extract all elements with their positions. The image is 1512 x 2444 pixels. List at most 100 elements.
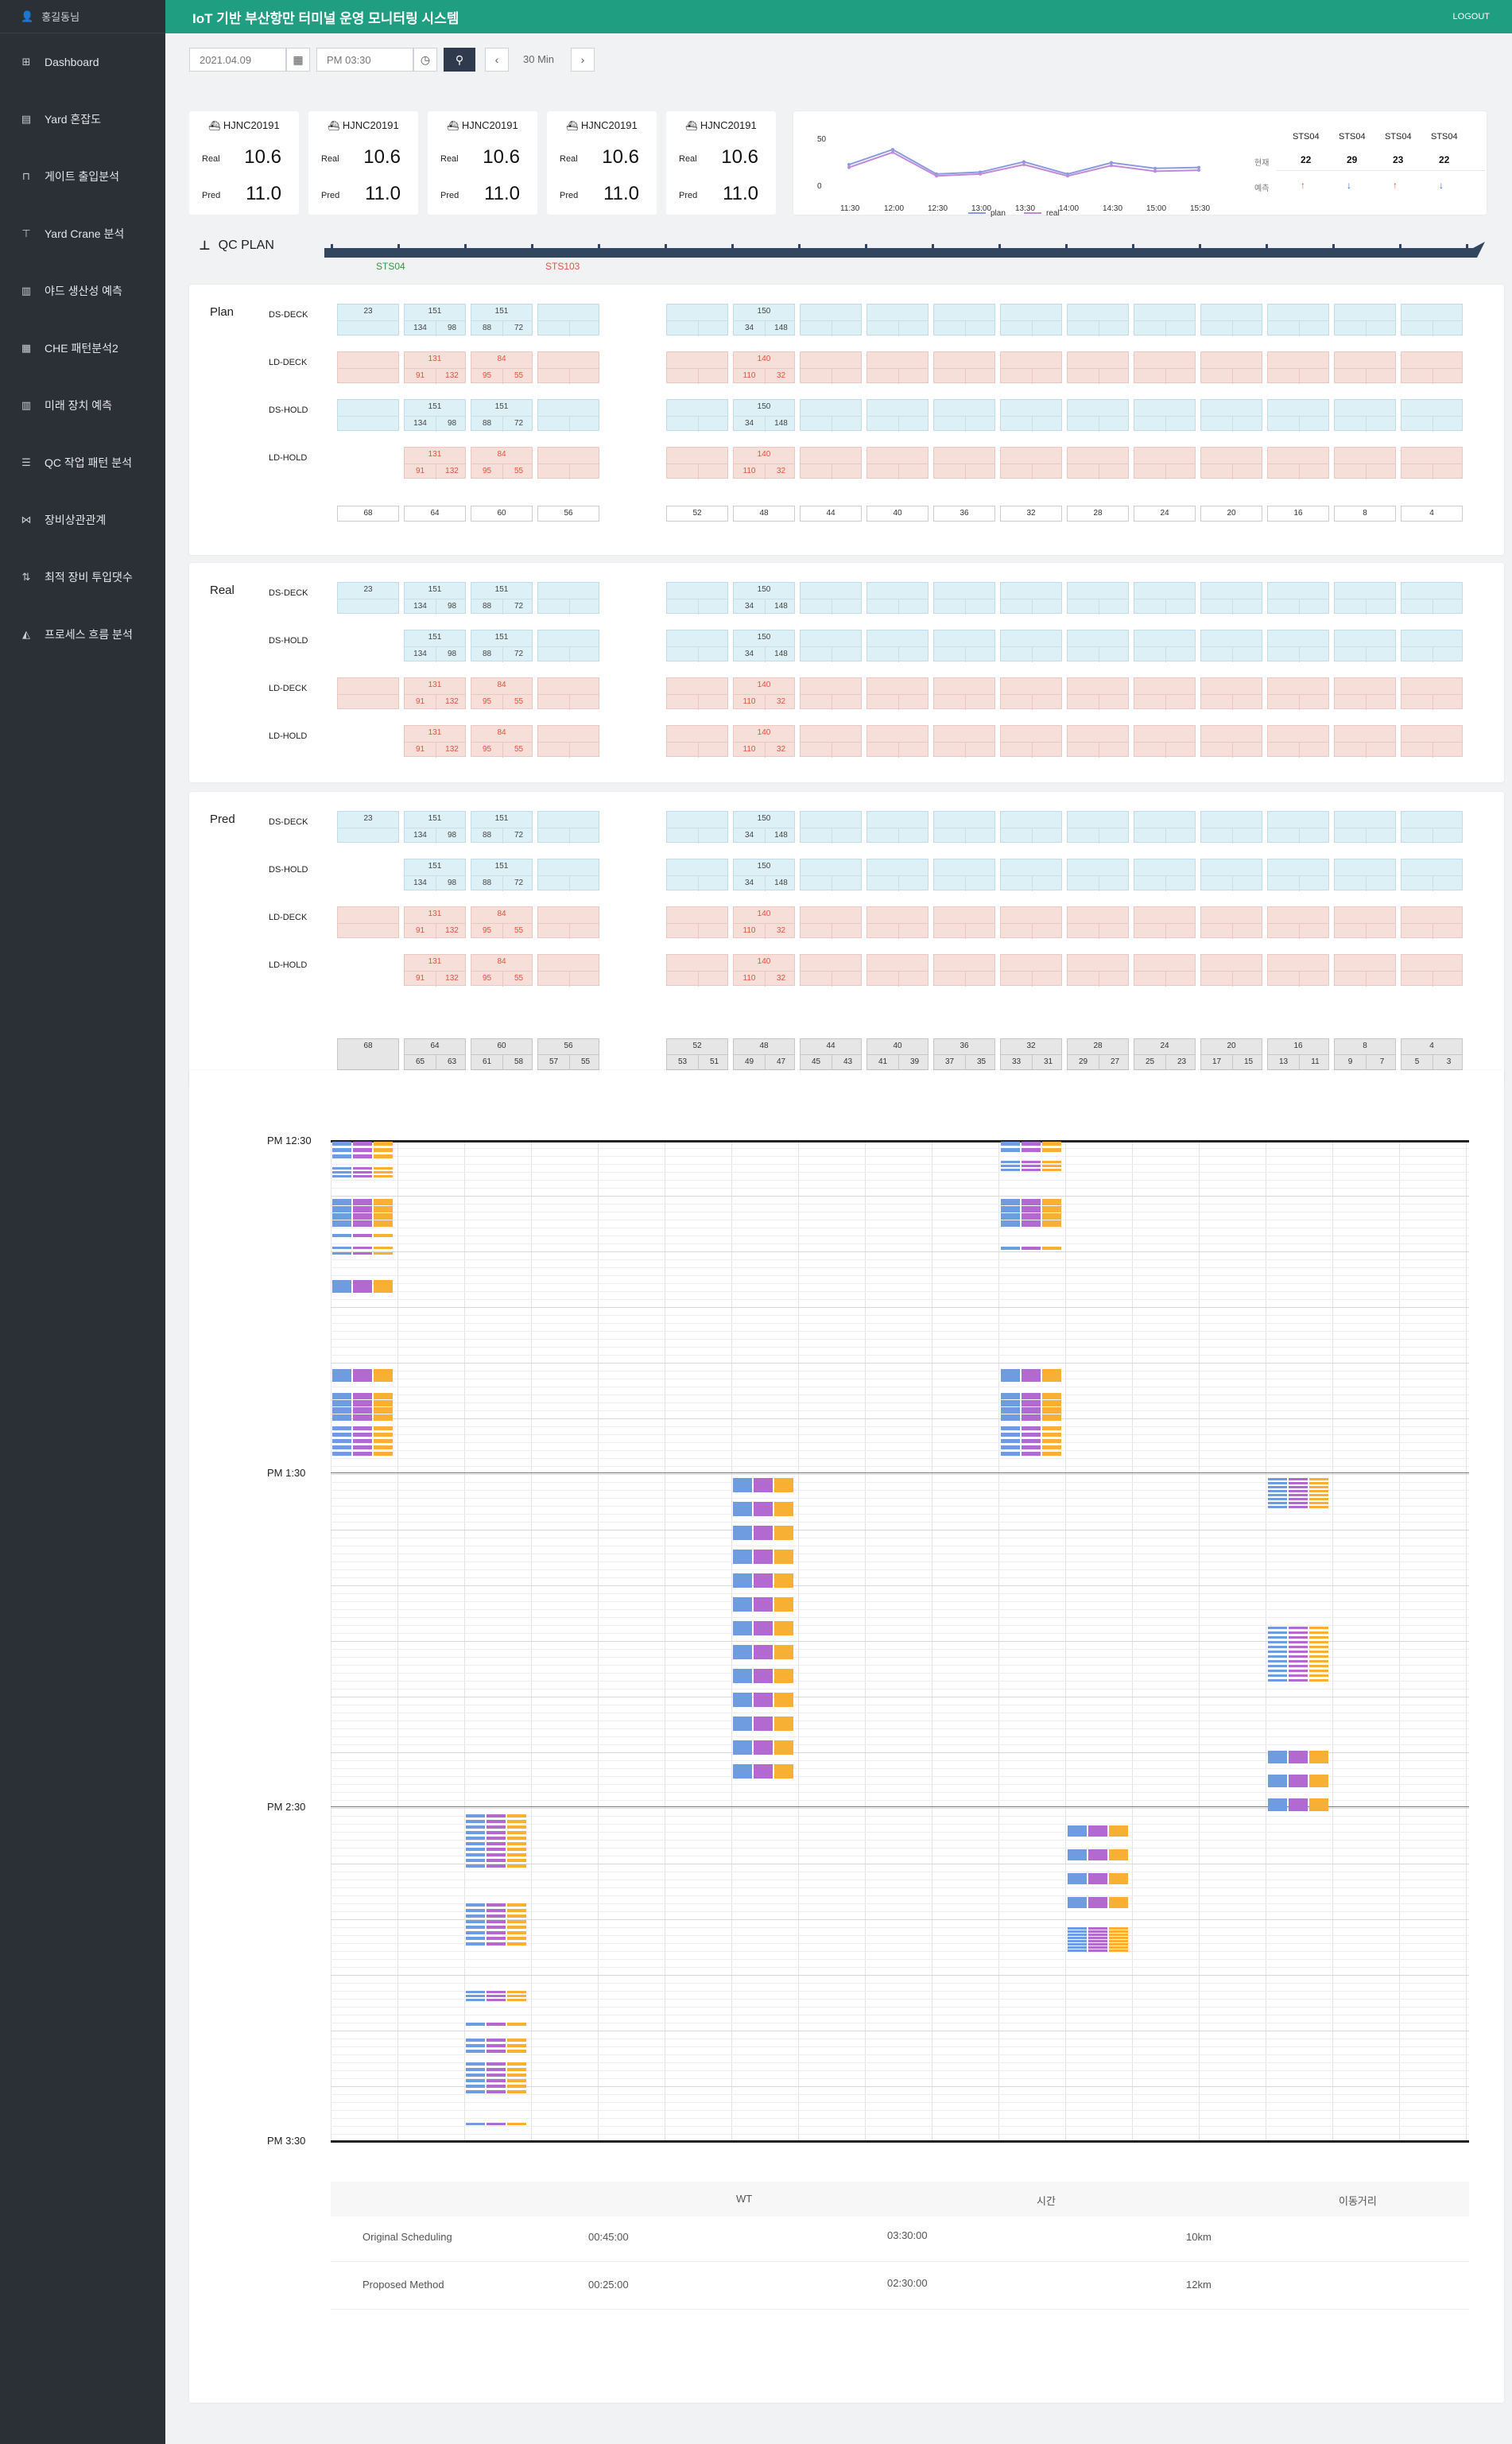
- task-block[interactable]: [733, 1764, 793, 1779]
- load-cell[interactable]: [933, 447, 995, 479]
- discharge-cell[interactable]: [1000, 399, 1062, 432]
- discharge-cell[interactable]: [1401, 582, 1463, 615]
- discharge-cell[interactable]: [933, 630, 995, 662]
- vessel-card[interactable]: ⛴ HJNC20191 Real 10.6 Pred 11.0: [666, 111, 776, 215]
- load-cell[interactable]: [666, 954, 728, 987]
- discharge-cell[interactable]: [1200, 582, 1262, 615]
- task-block[interactable]: [332, 1393, 393, 1399]
- task-block[interactable]: [466, 1837, 526, 1840]
- load-cell[interactable]: [1334, 351, 1396, 384]
- discharge-cell[interactable]: [1334, 811, 1396, 844]
- load-cell[interactable]: [1067, 725, 1129, 758]
- task-block[interactable]: [332, 1234, 393, 1237]
- load-cell[interactable]: [537, 677, 599, 710]
- next-button[interactable]: ›: [571, 48, 595, 72]
- discharge-cell[interactable]: [1401, 859, 1463, 891]
- discharge-cell[interactable]: 151 134 98: [404, 399, 466, 432]
- discharge-cell[interactable]: [337, 399, 399, 431]
- date-input[interactable]: 2021.04.09: [189, 48, 286, 72]
- load-cell[interactable]: [1067, 954, 1129, 987]
- task-block[interactable]: [1001, 1433, 1061, 1437]
- discharge-cell[interactable]: [1134, 630, 1196, 662]
- discharge-cell[interactable]: [1000, 582, 1062, 615]
- task-block[interactable]: [466, 2050, 526, 2053]
- task-block[interactable]: [1001, 1213, 1061, 1220]
- task-block[interactable]: [332, 1171, 393, 1174]
- load-cell[interactable]: [1401, 677, 1463, 710]
- load-cell[interactable]: [800, 447, 862, 479]
- discharge-cell[interactable]: [933, 304, 995, 336]
- discharge-cell[interactable]: [1067, 811, 1129, 844]
- task-block[interactable]: [466, 1842, 526, 1845]
- discharge-cell[interactable]: 23: [337, 811, 399, 843]
- task-block[interactable]: [466, 2023, 526, 2026]
- task-block[interactable]: [466, 1820, 526, 1823]
- discharge-cell[interactable]: [1134, 811, 1196, 844]
- discharge-cell[interactable]: [1401, 304, 1463, 336]
- load-cell[interactable]: 84 95 55: [471, 677, 533, 710]
- task-block[interactable]: [466, 1864, 526, 1868]
- discharge-cell[interactable]: [537, 859, 599, 891]
- discharge-cell[interactable]: [1200, 630, 1262, 662]
- task-block[interactable]: [466, 2079, 526, 2082]
- task-block[interactable]: [332, 1220, 393, 1227]
- load-cell[interactable]: [1134, 677, 1196, 710]
- discharge-cell[interactable]: [1134, 304, 1196, 336]
- load-cell[interactable]: [1067, 677, 1129, 710]
- discharge-cell[interactable]: [1067, 399, 1129, 432]
- discharge-cell[interactable]: [1067, 304, 1129, 336]
- task-block[interactable]: [1268, 1751, 1328, 1763]
- load-cell[interactable]: [1200, 725, 1262, 758]
- discharge-cell[interactable]: [666, 582, 728, 615]
- sidebar-item-6[interactable]: bar-chart-icon▥미래 장치 예측: [0, 377, 165, 434]
- load-cell[interactable]: [866, 447, 929, 479]
- discharge-cell[interactable]: [666, 304, 728, 336]
- discharge-cell[interactable]: [1134, 399, 1196, 432]
- logout-button[interactable]: LOGOUT: [1452, 12, 1490, 21]
- sts-marker[interactable]: STS103: [545, 261, 580, 272]
- task-block[interactable]: [332, 1206, 393, 1212]
- task-block[interactable]: [466, 1926, 526, 1929]
- task-block[interactable]: [1268, 1660, 1328, 1662]
- vessel-card[interactable]: ⛴ HJNC20191 Real 10.6 Pred 11.0: [308, 111, 418, 215]
- task-block[interactable]: [1268, 1631, 1328, 1634]
- task-block[interactable]: [1001, 1206, 1061, 1212]
- load-cell[interactable]: [337, 677, 399, 709]
- task-block[interactable]: [1268, 1674, 1328, 1677]
- discharge-cell[interactable]: 150 34 148: [733, 582, 795, 615]
- load-cell[interactable]: [1000, 677, 1062, 710]
- task-block[interactable]: [1268, 1798, 1328, 1811]
- load-cell[interactable]: 140 110 32: [733, 351, 795, 384]
- task-block[interactable]: [1068, 1897, 1128, 1908]
- load-cell[interactable]: [933, 725, 995, 758]
- sidebar-item-3[interactable]: crane-icon⊤Yard Crane 분석: [0, 205, 165, 262]
- load-cell[interactable]: [1334, 447, 1396, 479]
- task-block[interactable]: [733, 1550, 793, 1564]
- task-block[interactable]: [1268, 1478, 1328, 1480]
- sidebar-item-7[interactable]: list-icon☰QC 작업 패턴 분석: [0, 434, 165, 491]
- load-cell[interactable]: [1134, 906, 1196, 939]
- vessel-card[interactable]: ⛴ HJNC20191 Real 10.6 Pred 11.0: [428, 111, 537, 215]
- load-cell[interactable]: [666, 447, 728, 479]
- load-cell[interactable]: [1067, 351, 1129, 384]
- task-block[interactable]: [466, 1914, 526, 1918]
- task-block[interactable]: [1001, 1165, 1061, 1167]
- load-cell[interactable]: [666, 677, 728, 710]
- discharge-cell[interactable]: 151 88 72: [471, 399, 533, 432]
- task-block[interactable]: [1001, 1199, 1061, 1205]
- task-block[interactable]: [466, 2123, 526, 2125]
- discharge-cell[interactable]: [1000, 304, 1062, 336]
- discharge-cell[interactable]: [1200, 399, 1262, 432]
- task-block[interactable]: [1001, 1369, 1061, 1382]
- load-cell[interactable]: [1067, 447, 1129, 479]
- task-block[interactable]: [1001, 1142, 1061, 1146]
- task-block[interactable]: [1068, 1934, 1128, 1936]
- task-block[interactable]: [332, 1154, 393, 1158]
- load-cell[interactable]: 140 110 32: [733, 447, 795, 479]
- load-cell[interactable]: [800, 954, 862, 987]
- sidebar-item-2[interactable]: gate-icon⊓게이트 출입분석: [0, 148, 165, 205]
- task-block[interactable]: [332, 1369, 393, 1382]
- discharge-cell[interactable]: [537, 304, 599, 336]
- load-cell[interactable]: [866, 954, 929, 987]
- task-block[interactable]: [332, 1280, 393, 1293]
